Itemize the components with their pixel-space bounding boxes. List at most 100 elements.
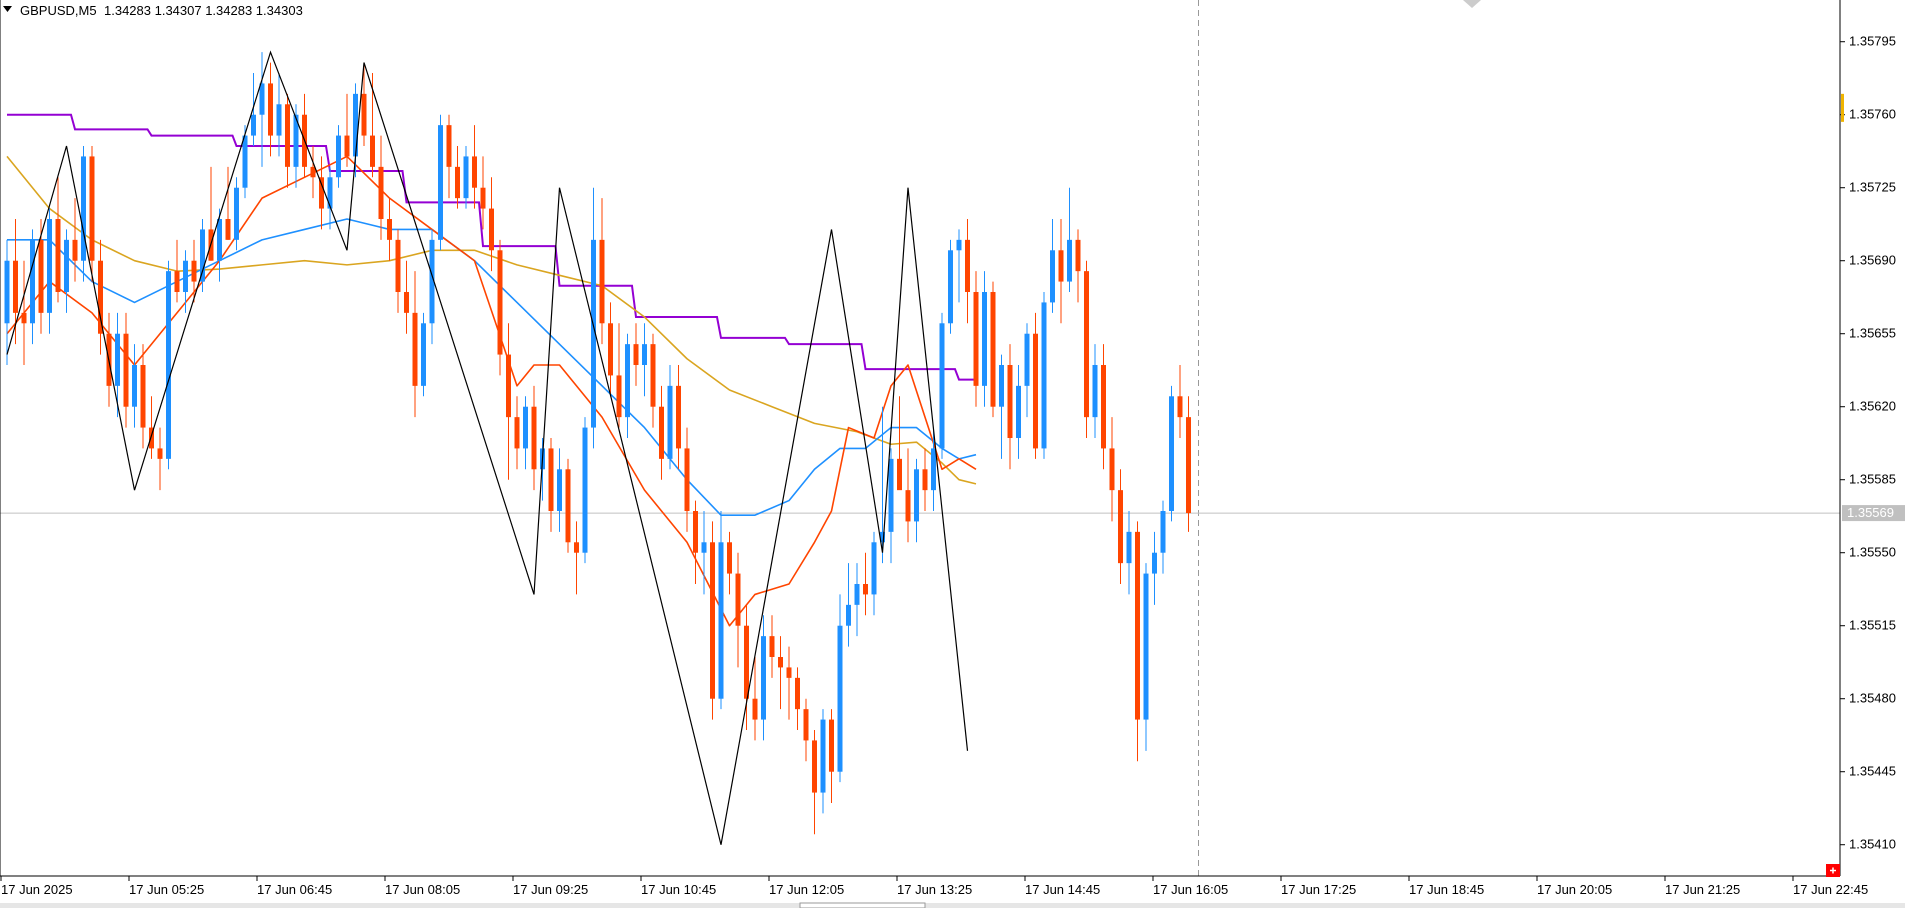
- candle[interactable]: [47, 208, 52, 334]
- candle-body[interactable]: [905, 490, 911, 522]
- candle[interactable]: [98, 239, 103, 355]
- candle-body[interactable]: [463, 156, 469, 199]
- candle[interactable]: [55, 177, 61, 303]
- candle[interactable]: [650, 333, 656, 428]
- candle-body[interactable]: [854, 584, 860, 605]
- candle[interactable]: [871, 531, 877, 616]
- scrollbar-thumb[interactable]: [799, 902, 926, 909]
- candle-body[interactable]: [939, 323, 945, 449]
- candle[interactable]: [761, 615, 766, 741]
- candle-body[interactable]: [361, 93, 367, 136]
- candle[interactable]: [463, 146, 469, 209]
- candle-body[interactable]: [863, 584, 868, 595]
- candle[interactable]: [676, 365, 681, 470]
- candle[interactable]: [472, 125, 477, 209]
- candle[interactable]: [1075, 229, 1081, 303]
- candle-body[interactable]: [149, 427, 154, 449]
- candle[interactable]: [506, 323, 511, 480]
- candle-body[interactable]: [956, 239, 962, 251]
- candle[interactable]: [149, 396, 154, 459]
- candle-body[interactable]: [565, 469, 571, 543]
- candle-body[interactable]: [1135, 531, 1140, 720]
- candle-body[interactable]: [259, 83, 265, 115]
- candle[interactable]: [667, 365, 673, 470]
- candle-body[interactable]: [1126, 531, 1132, 564]
- candle-body[interactable]: [1177, 396, 1183, 418]
- candle[interactable]: [574, 521, 579, 595]
- candle-body[interactable]: [13, 260, 18, 313]
- candle-body[interactable]: [429, 239, 435, 324]
- scrollbar-track[interactable]: [0, 903, 1905, 908]
- candle[interactable]: [642, 323, 647, 397]
- candle[interactable]: [922, 448, 928, 511]
- candle[interactable]: [140, 344, 146, 449]
- candle-body[interactable]: [659, 406, 664, 459]
- candle-body[interactable]: [735, 573, 741, 626]
- candle[interactable]: [684, 427, 690, 532]
- candle[interactable]: [319, 156, 324, 230]
- candle-body[interactable]: [557, 469, 562, 511]
- candle[interactable]: [914, 458, 919, 543]
- candle[interactable]: [778, 636, 783, 710]
- candle[interactable]: [234, 177, 239, 251]
- candle[interactable]: [769, 615, 775, 678]
- candle-body[interactable]: [1143, 573, 1149, 720]
- candle-body[interactable]: [888, 458, 894, 532]
- candle[interactable]: [1016, 365, 1021, 459]
- candle[interactable]: [557, 448, 562, 532]
- candle[interactable]: [208, 166, 214, 261]
- candle-body[interactable]: [1152, 552, 1157, 574]
- candle-body[interactable]: [319, 177, 324, 209]
- candle-body[interactable]: [1075, 239, 1081, 272]
- candle[interactable]: [242, 125, 248, 199]
- candle-body[interactable]: [1058, 250, 1064, 282]
- candle[interactable]: [616, 323, 622, 428]
- candle[interactable]: [344, 93, 350, 167]
- candle[interactable]: [1007, 344, 1013, 470]
- candle[interactable]: [820, 709, 826, 814]
- candle-body[interactable]: [455, 166, 460, 199]
- candle[interactable]: [285, 93, 290, 188]
- candle-body[interactable]: [98, 260, 103, 334]
- candle-body[interactable]: [191, 260, 197, 282]
- candle[interactable]: [523, 396, 528, 470]
- candle[interactable]: [744, 604, 749, 730]
- candle[interactable]: [1143, 563, 1149, 751]
- candle-body[interactable]: [922, 469, 928, 491]
- candle[interactable]: [200, 219, 205, 292]
- candle-body[interactable]: [667, 385, 673, 459]
- candle[interactable]: [659, 385, 664, 480]
- candle[interactable]: [752, 657, 758, 741]
- candle-body[interactable]: [404, 292, 409, 313]
- candle-body[interactable]: [166, 271, 171, 459]
- candle[interactable]: [965, 219, 970, 324]
- candle[interactable]: [582, 417, 588, 564]
- candle-body[interactable]: [786, 667, 792, 678]
- candle[interactable]: [693, 500, 698, 584]
- candle[interactable]: [123, 312, 129, 428]
- candle[interactable]: [174, 239, 180, 303]
- candle-body[interactable]: [489, 208, 494, 251]
- candle[interactable]: [599, 198, 605, 345]
- candle[interactable]: [548, 438, 554, 532]
- candle-body[interactable]: [30, 239, 35, 324]
- candle-body[interactable]: [514, 417, 520, 449]
- candle-body[interactable]: [140, 365, 146, 428]
- candle-body[interactable]: [1092, 365, 1098, 418]
- candle[interactable]: [812, 730, 817, 835]
- candle[interactable]: [701, 511, 707, 595]
- candle-body[interactable]: [200, 229, 205, 282]
- candle-body[interactable]: [344, 135, 350, 157]
- candle[interactable]: [1152, 531, 1157, 605]
- candle-body[interactable]: [1101, 365, 1106, 449]
- candle[interactable]: [897, 396, 902, 491]
- candle-body[interactable]: [752, 698, 758, 720]
- candle-body[interactable]: [1067, 239, 1072, 282]
- candle-body[interactable]: [285, 104, 290, 167]
- candle-body[interactable]: [132, 365, 137, 407]
- candle-body[interactable]: [931, 448, 936, 491]
- candle[interactable]: [166, 260, 171, 470]
- candle[interactable]: [115, 312, 120, 418]
- candle-body[interactable]: [64, 239, 69, 292]
- candle-body[interactable]: [353, 93, 358, 157]
